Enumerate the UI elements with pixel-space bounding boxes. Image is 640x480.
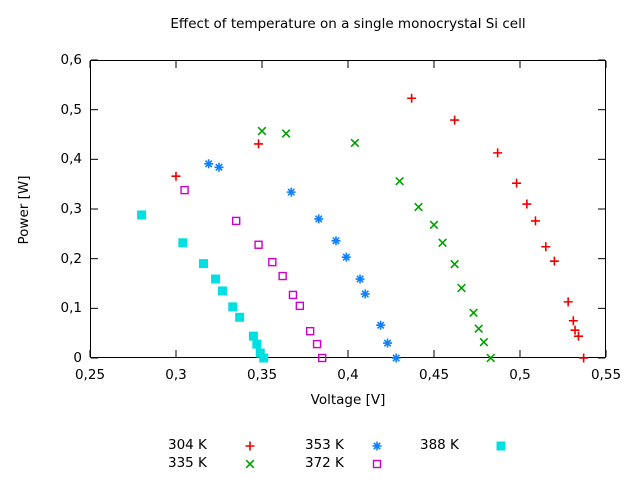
- y-tick-label: 0: [73, 350, 82, 366]
- legend-marker-388-k: [496, 441, 506, 451]
- chart-title: Effect of temperature on a single monocr…: [170, 16, 526, 32]
- legend-label-372-k: 372 K: [305, 455, 344, 471]
- legend-label-388-k: 388 K: [420, 437, 459, 453]
- x-tick-label: 0,45: [418, 367, 450, 383]
- legend-label-353-k: 353 K: [305, 437, 344, 453]
- y-tick-label: 0,4: [60, 151, 82, 168]
- x-tick-label: 0,25: [74, 367, 106, 383]
- plot-area: [90, 60, 606, 358]
- legend-label-335-k: 335 K: [168, 455, 207, 471]
- legend-marker-304-k: [245, 441, 255, 451]
- legend-marker-335-k: [245, 459, 255, 469]
- y-tick-label: 0,5: [60, 101, 82, 118]
- x-tick-label: 0,3: [165, 367, 187, 383]
- x-tick-label: 0,4: [337, 367, 359, 383]
- x-tick-label: 0,35: [246, 367, 278, 383]
- x-axis-label: Voltage [V]: [310, 392, 386, 408]
- x-tick-label: 0,5: [509, 367, 531, 383]
- y-tick-label: 0,1: [60, 300, 82, 317]
- y-tick-label: 0,3: [60, 201, 82, 217]
- legend-marker-353-k: [372, 441, 382, 451]
- legend-marker-372-k: [372, 459, 382, 469]
- y-tick-label: 0,2: [60, 250, 82, 267]
- y-tick-label: 0,6: [60, 52, 82, 68]
- x-tick-label: 0,55: [590, 367, 622, 383]
- legend-label-304-k: 304 K: [168, 437, 207, 453]
